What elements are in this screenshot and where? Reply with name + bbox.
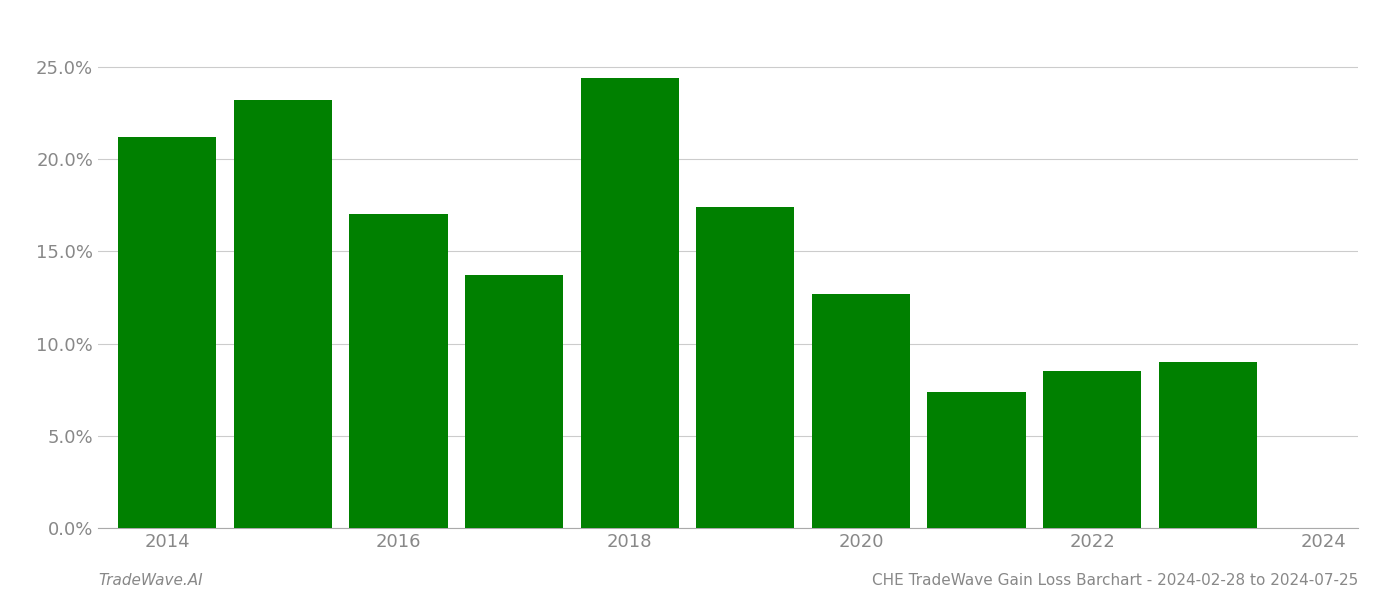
Bar: [118, 137, 217, 528]
Bar: [350, 214, 448, 528]
Text: CHE TradeWave Gain Loss Barchart - 2024-02-28 to 2024-07-25: CHE TradeWave Gain Loss Barchart - 2024-…: [872, 573, 1358, 588]
Bar: [927, 392, 1026, 528]
Bar: [1159, 362, 1257, 528]
Bar: [812, 294, 910, 528]
Bar: [465, 275, 563, 528]
Bar: [696, 207, 794, 528]
Bar: [234, 100, 332, 528]
Bar: [1043, 371, 1141, 528]
Bar: [581, 78, 679, 528]
Text: TradeWave.AI: TradeWave.AI: [98, 573, 203, 588]
